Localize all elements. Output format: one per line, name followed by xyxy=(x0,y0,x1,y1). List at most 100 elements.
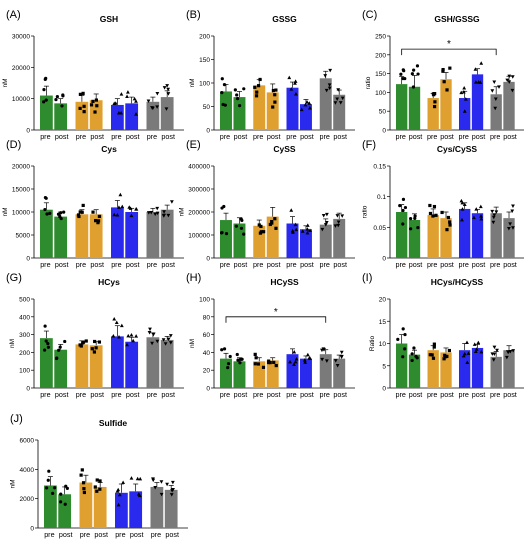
data-point xyxy=(479,216,484,221)
data-point xyxy=(462,86,467,90)
data-point xyxy=(305,352,310,357)
data-point xyxy=(119,323,124,328)
data-point xyxy=(219,231,224,235)
x-tick-label: pre xyxy=(220,260,230,269)
data-point xyxy=(118,192,123,197)
data-point xyxy=(166,87,171,92)
data-point xyxy=(460,217,464,222)
data-point xyxy=(166,92,171,96)
bar xyxy=(408,354,421,388)
bar xyxy=(286,87,299,130)
data-point xyxy=(445,88,449,92)
bar xyxy=(160,97,174,130)
x-tick-label: pre xyxy=(490,132,500,141)
bar xyxy=(125,341,139,388)
bar xyxy=(396,343,408,388)
x-tick-label: pre xyxy=(76,260,86,269)
bar xyxy=(319,78,332,130)
data-point xyxy=(324,212,329,217)
bar xyxy=(146,212,160,258)
data-point xyxy=(78,210,82,214)
data-point xyxy=(492,213,497,217)
data-point xyxy=(60,104,64,108)
y-axis-label: ratio xyxy=(362,205,369,218)
data-point xyxy=(308,228,312,233)
data-point xyxy=(253,362,257,366)
bar xyxy=(440,352,452,388)
data-point xyxy=(462,202,467,206)
y-axis-label: nM xyxy=(189,78,196,87)
data-point xyxy=(155,206,160,211)
x-tick-label: post xyxy=(165,530,179,539)
data-point xyxy=(333,101,338,105)
data-point xyxy=(403,76,407,81)
bar xyxy=(164,489,178,528)
x-tick-label: pre xyxy=(395,390,405,399)
data-point xyxy=(493,97,498,101)
data-point xyxy=(89,103,94,107)
y-axis-label: nM xyxy=(178,207,185,216)
bar xyxy=(471,74,484,130)
bar xyxy=(146,101,160,130)
x-tick-label: post xyxy=(333,132,347,141)
bar xyxy=(125,212,139,258)
data-point xyxy=(84,339,88,343)
x-tick-label: pre xyxy=(40,260,50,269)
data-point xyxy=(432,345,436,349)
data-point xyxy=(61,94,65,98)
data-point xyxy=(91,210,95,214)
x-tick-label: post xyxy=(126,390,140,399)
data-point xyxy=(336,88,341,92)
x-tick-label: pre xyxy=(286,132,296,141)
data-point xyxy=(474,347,479,351)
bar xyxy=(408,86,421,130)
bar xyxy=(266,360,279,388)
data-point xyxy=(410,72,414,76)
data-point xyxy=(82,487,86,491)
data-point xyxy=(511,349,516,353)
data-point xyxy=(411,85,416,89)
x-tick-label: pre xyxy=(40,132,50,141)
data-point xyxy=(168,341,173,345)
y-axis-label: ratio xyxy=(365,76,372,89)
bar xyxy=(503,218,515,258)
data-point xyxy=(82,110,86,114)
data-point xyxy=(447,348,451,353)
data-point xyxy=(267,360,271,365)
data-point xyxy=(448,66,452,70)
data-point xyxy=(255,90,259,94)
data-point xyxy=(150,341,154,346)
bar xyxy=(427,98,439,130)
data-point xyxy=(151,333,156,337)
data-point xyxy=(336,223,341,228)
panel-letter: (F) xyxy=(362,139,376,151)
data-point xyxy=(58,214,62,219)
data-point xyxy=(237,104,242,108)
data-point xyxy=(328,68,333,73)
data-point xyxy=(57,348,61,352)
data-point xyxy=(409,217,413,221)
data-point xyxy=(148,327,152,332)
data-point xyxy=(336,220,341,224)
data-point xyxy=(119,92,124,96)
bar xyxy=(233,223,246,258)
bar xyxy=(40,95,53,130)
data-point xyxy=(506,227,511,231)
x-tick-label: pre xyxy=(40,390,50,399)
data-point xyxy=(258,77,262,82)
bar xyxy=(150,486,164,528)
data-point xyxy=(415,64,420,68)
x-tick-label: pre xyxy=(151,530,161,539)
x-tick-label: post xyxy=(126,132,140,141)
x-tick-label: pre xyxy=(76,132,86,141)
data-point xyxy=(44,98,48,102)
data-point xyxy=(494,210,499,214)
bar xyxy=(490,356,502,388)
x-tick-label: pre xyxy=(80,530,90,539)
data-point xyxy=(58,345,62,349)
data-point xyxy=(46,478,50,482)
data-point xyxy=(153,485,158,490)
